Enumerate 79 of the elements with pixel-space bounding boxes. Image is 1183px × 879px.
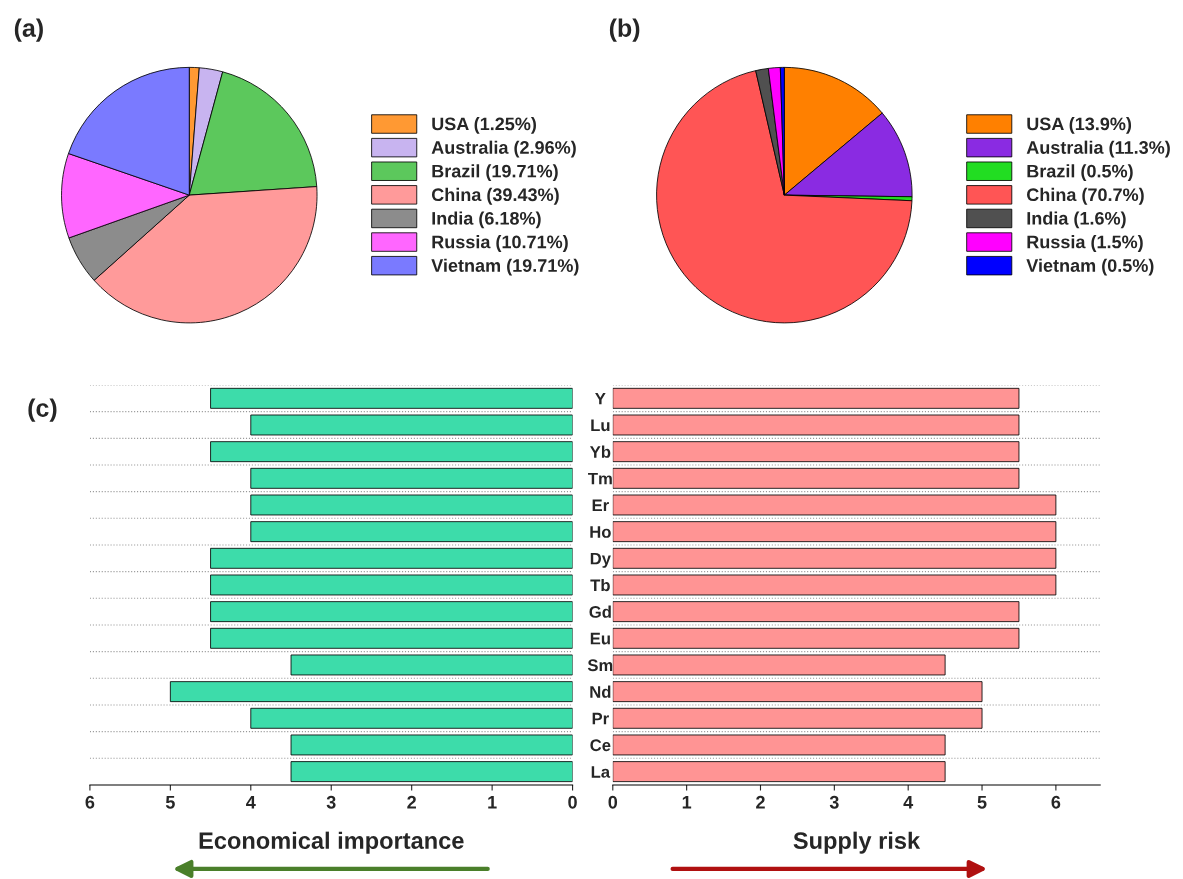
bar	[612, 601, 1020, 623]
bar	[612, 494, 1057, 516]
bar	[612, 467, 1020, 489]
x-tick-label: 2	[756, 795, 765, 809]
bar	[612, 734, 946, 756]
x-tick-label: 3	[829, 795, 839, 809]
y-tick-label: Nd	[590, 685, 611, 698]
chart-title: (c)	[28, 398, 57, 422]
bar	[210, 547, 573, 569]
x-tick-label: 0	[608, 795, 618, 809]
pie-slice	[656, 70, 913, 324]
bar	[290, 734, 573, 756]
x-axis-title: Economical importance	[199, 831, 464, 854]
bar	[612, 547, 1057, 569]
bar	[612, 387, 1020, 409]
y-tick-label: Tm	[588, 472, 612, 485]
y-tick-label: Sm	[587, 659, 613, 672]
bar	[169, 681, 573, 703]
y-tick-label: Er	[592, 499, 609, 512]
legend-label: China (39.43%)	[431, 187, 559, 205]
bar	[210, 387, 573, 409]
bar	[612, 707, 983, 729]
bar	[612, 681, 983, 703]
bar	[210, 441, 573, 463]
bar	[612, 654, 946, 676]
x-tick-label: 5	[165, 796, 175, 809]
bar	[612, 574, 1057, 596]
bar	[250, 707, 573, 729]
legend-label: Brazil (19.71%)	[432, 164, 558, 182]
bar	[210, 627, 573, 649]
legend-label: Russia (10.71%)	[432, 235, 568, 252]
x-tick-label: 4	[903, 796, 914, 809]
legend-label: Vietnam (19.71%)	[431, 258, 579, 276]
bar	[612, 414, 1020, 436]
legend-label: Australia (11.3%)	[1026, 140, 1170, 158]
legend-label: India (6.18%)	[432, 211, 541, 229]
legend-label: Australia (2.96%)	[431, 140, 576, 158]
bar	[250, 467, 573, 489]
x-tick-label: 6	[85, 795, 95, 809]
bar	[250, 521, 573, 543]
x-tick-label: 1	[488, 796, 497, 809]
bar	[250, 414, 573, 436]
legend-label: Russia (1.5%)	[1027, 235, 1143, 252]
bar	[250, 494, 573, 516]
legend-label: Brazil (0.5%)	[1027, 164, 1133, 182]
y-tick-label: Dy	[590, 552, 611, 568]
y-tick-label: Lu	[591, 419, 610, 432]
y-tick-label: Y	[595, 392, 606, 405]
y-tick-label: Tb	[590, 578, 610, 592]
bar	[612, 521, 1057, 543]
y-tick-label: La	[591, 766, 611, 778]
bar	[290, 761, 573, 783]
bar	[210, 601, 573, 623]
bar	[612, 761, 946, 783]
x-tick-label: 6	[1051, 795, 1061, 809]
x-tick-label: 4	[246, 796, 256, 809]
bar	[290, 654, 573, 676]
y-tick-label: Ce	[590, 739, 611, 752]
y-tick-label: Ho	[590, 526, 611, 538]
x-tick-label: 2	[407, 795, 416, 809]
y-tick-label: Gd	[589, 605, 611, 618]
bar	[210, 574, 573, 596]
x-tick-label: 0	[568, 795, 577, 809]
legend-label: USA (13.9%)	[1027, 117, 1132, 134]
x-tick-label: 5	[977, 796, 987, 809]
bar	[612, 627, 1020, 649]
y-tick-label: Eu	[590, 632, 610, 645]
x-axis-title: Supply risk	[793, 831, 921, 854]
legend-label: USA (1.25%)	[432, 117, 536, 134]
chart-title: (a)	[14, 18, 43, 42]
legend-label: Vietnam (0.5%)	[1026, 258, 1154, 276]
chart-title: (b)	[609, 18, 640, 42]
y-tick-label: Yb	[589, 445, 611, 458]
y-tick-label: Pr	[592, 712, 609, 725]
legend-label: China (70.7%)	[1027, 187, 1144, 205]
bar	[612, 441, 1020, 463]
legend-label: India (1.6%)	[1027, 211, 1126, 229]
x-tick-label: 3	[326, 795, 336, 809]
x-tick-label: 1	[682, 796, 692, 809]
